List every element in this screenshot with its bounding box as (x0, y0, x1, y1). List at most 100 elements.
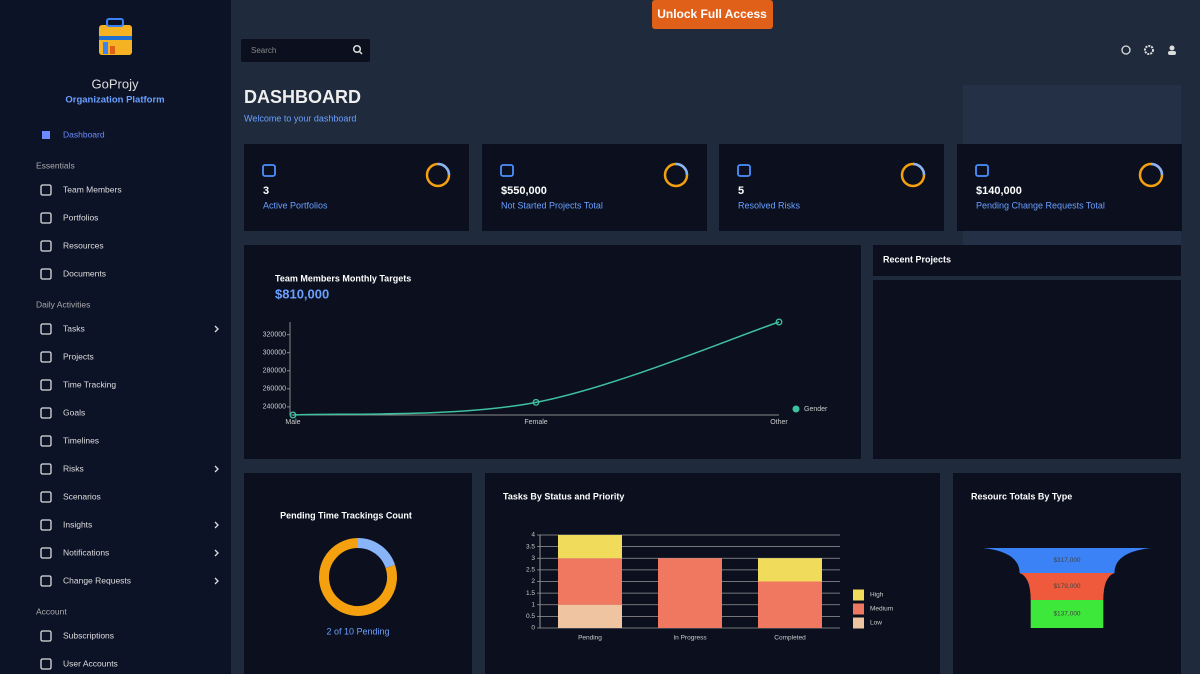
nav-icon (40, 630, 52, 642)
donut-caption: 2 of 10 Pending (326, 626, 389, 636)
y-tick-label: 3.5 (526, 543, 535, 550)
y-tick-label: 0 (531, 625, 535, 632)
funnel-label: $317,000 (1053, 557, 1080, 564)
nav-chevron (214, 549, 219, 557)
y-tick-label: 1 (531, 601, 535, 608)
funnel-label: $137,000 (1053, 611, 1080, 618)
nav-icon (40, 323, 52, 335)
brand: GoProjy (92, 76, 139, 91)
search-icon[interactable] (352, 44, 362, 54)
funnel-segment (1019, 573, 1115, 600)
nav-item[interactable]: Portfolios (63, 212, 98, 222)
nav-item[interactable]: Documents (63, 268, 106, 278)
nav-section: Account (36, 606, 67, 616)
legend-swatch (792, 405, 800, 413)
nav-section: Daily Activities (36, 299, 90, 309)
stat-label: Resolved Risks (738, 200, 801, 210)
nav-item[interactable]: Projects (63, 351, 94, 361)
stat-value: 3 (263, 185, 269, 197)
legend-swatch (853, 589, 864, 601)
recent-title: Recent Projects (883, 254, 951, 264)
bar-segment (758, 558, 822, 582)
point (775, 318, 783, 326)
funnel-label: $179,000 (1053, 583, 1080, 590)
bar-segment (658, 558, 722, 628)
stat-ring-part (437, 162, 451, 176)
legend-label: Low (870, 620, 882, 627)
stat-icon (500, 164, 514, 177)
legend-label: High (870, 592, 884, 599)
nav-icon (40, 491, 52, 503)
donut-title: Pending Time Trackings Count (280, 510, 412, 520)
legend-swatch (853, 617, 864, 629)
stat-card (244, 144, 469, 231)
search-box[interactable] (241, 39, 370, 62)
nav-item[interactable]: Risks (63, 463, 84, 473)
y-tick-label: 300000 (263, 350, 286, 357)
stat-card (719, 144, 944, 231)
stat-value: $140,000 (976, 185, 1022, 197)
nav-icon (40, 435, 52, 447)
nav-item[interactable]: Subscriptions (63, 630, 114, 640)
nav-chevron (214, 465, 219, 473)
bar-segment (558, 558, 622, 605)
nav-item-active[interactable]: Dashboard (63, 129, 105, 139)
recent-body (873, 280, 1181, 459)
nav-item[interactable]: Resources (63, 240, 104, 250)
nav-icon (40, 658, 52, 670)
nav-item[interactable]: Team Members (63, 184, 122, 194)
settings-icon[interactable] (1144, 45, 1154, 55)
nav-item[interactable]: Change Requests (63, 575, 131, 585)
unlock-label[interactable]: Unlock Full Access (657, 7, 767, 21)
search-placeholder: Search (251, 46, 276, 55)
nav-item[interactable]: Scenarios (63, 491, 101, 501)
y-tick-label: 0.5 (526, 613, 535, 620)
line (292, 321, 780, 416)
nav-item[interactable]: Insights (63, 519, 92, 529)
stat-value: $550,000 (501, 185, 547, 197)
nav-item[interactable]: Timelines (63, 435, 99, 445)
nav-icon (40, 240, 52, 252)
nav-item[interactable]: User Accounts (63, 658, 118, 668)
nav-icon (40, 212, 52, 224)
nav-icon (40, 547, 52, 559)
search[interactable]: Search (241, 39, 370, 62)
chart-title: Resourc Totals By Type (971, 491, 1072, 501)
nav-item[interactable]: Time Tracking (63, 379, 116, 389)
nav-item[interactable]: Tasks (63, 323, 85, 333)
bar-segment (558, 535, 622, 559)
y-tick-label: 2.5 (526, 567, 535, 574)
stat-icon (975, 164, 989, 177)
x-tick-label: Other (770, 419, 788, 426)
sidebar (0, 0, 231, 674)
funnel-segment (1030, 600, 1104, 628)
stat-ring-part (1150, 162, 1164, 176)
point (289, 411, 297, 419)
logo (99, 18, 132, 55)
y-tick-label: 260000 (263, 386, 286, 393)
user-icon[interactable] (1169, 45, 1175, 51)
x-tick-label: Completed (774, 635, 806, 642)
stat-icon (262, 164, 276, 177)
y-tick-label: 4 (531, 532, 535, 539)
nav-item[interactable]: Goals (63, 407, 85, 417)
nav-icon (40, 407, 52, 419)
nav-icon (40, 351, 52, 363)
chart-title: Team Members Monthly Targets (275, 273, 411, 283)
y-tick-label: 1.5 (526, 590, 535, 597)
funnel-segment (983, 548, 1151, 573)
stat-label: Active Portfolios (263, 200, 328, 210)
unlock-button[interactable]: Unlock Full Access (652, 0, 773, 29)
nav-icon (40, 575, 52, 587)
x-tick-label: In Progress (673, 635, 707, 642)
stat-value: 5 (738, 185, 744, 197)
legend-label: Gender (804, 406, 828, 413)
nav-icon (40, 184, 52, 196)
donut-segment (319, 538, 397, 616)
stat-card (482, 144, 707, 231)
nav-item[interactable]: Notifications (63, 547, 109, 557)
x-tick-label: Pending (578, 635, 602, 642)
theme-icon[interactable] (1121, 45, 1131, 55)
